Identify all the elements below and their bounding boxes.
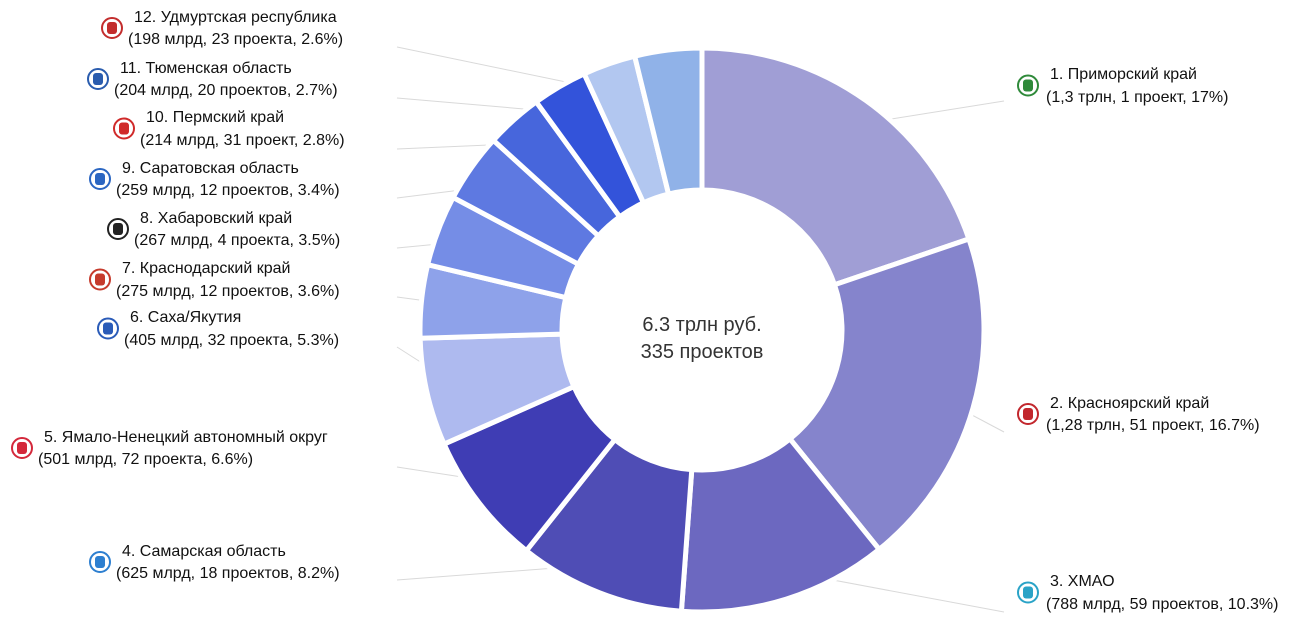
donut-slice-other bbox=[631, 45, 705, 198]
slice-label-name-5: 5. Ямало-Ненецкий автономный округ bbox=[44, 429, 328, 446]
slice-label-detail-9: (259 млрд, 12 проектов, 3.4%) bbox=[116, 182, 340, 199]
donut-slices bbox=[417, 45, 987, 615]
slice-label-detail-12: (198 млрд, 23 проекта, 2.6%) bbox=[128, 31, 343, 48]
slice-label-detail-7: (275 млрд, 12 проектов, 3.6%) bbox=[116, 283, 340, 300]
region-emblem-shield-11 bbox=[93, 73, 103, 85]
donut-slice-1 bbox=[699, 45, 973, 288]
slice-label-detail-5: (501 млрд, 72 проекта, 6.6%) bbox=[38, 451, 253, 468]
center-project-count: 335 проектов bbox=[641, 341, 764, 363]
slice-label-detail-3: (788 млрд, 59 проектов, 10.3%) bbox=[1046, 596, 1278, 613]
region-emblem-shield-6 bbox=[103, 322, 113, 335]
region-emblem-shield-12 bbox=[107, 22, 117, 34]
region-emblem-shield-9 bbox=[95, 173, 105, 185]
region-emblem-shield-4 bbox=[95, 556, 105, 568]
slice-label-detail-6: (405 млрд, 32 проекта, 5.3%) bbox=[124, 332, 339, 349]
region-emblem-shield-5 bbox=[17, 442, 27, 454]
slice-label-name-4: 4. Самарская область bbox=[122, 543, 286, 560]
slice-label-detail-1: (1,3 трлн, 1 проект, 17%) bbox=[1046, 89, 1228, 106]
slice-labels: 1. Приморский край (1,3 трлн, 1 проект, 1… bbox=[11, 9, 1278, 613]
region-emblem-shield-10 bbox=[119, 122, 129, 135]
slice-label-detail-4: (625 млрд, 18 проектов, 8.2%) bbox=[116, 565, 340, 582]
slice-label-name-6: 6. Саха/Якутия bbox=[130, 309, 241, 326]
donut-slice-3 bbox=[678, 435, 883, 615]
center-total-value: 6.3 трлн руб. bbox=[642, 314, 761, 336]
slice-label-name-10: 10. Пермский край bbox=[146, 109, 284, 126]
slice-label-name-11: 11. Тюменская область bbox=[120, 60, 292, 77]
region-emblem-shield-3 bbox=[1023, 586, 1033, 599]
region-emblem-shield-8 bbox=[113, 223, 123, 235]
slice-label-detail-10: (214 млрд, 31 проект, 2.8%) bbox=[140, 132, 345, 149]
slice-label-name-3: 3. ХМАО bbox=[1050, 573, 1115, 590]
slice-label-name-1: 1. Приморский край bbox=[1050, 66, 1197, 83]
slice-label-detail-11: (204 млрд, 20 проектов, 2.7%) bbox=[114, 82, 338, 99]
region-emblem-shield-1 bbox=[1023, 79, 1033, 92]
slice-label-detail-8: (267 млрд, 4 проекта, 3.5%) bbox=[134, 232, 340, 249]
donut-slice-2 bbox=[786, 235, 987, 553]
slice-label-name-8: 8. Хабаровский край bbox=[140, 210, 292, 227]
slice-label-name-9: 9. Саратовская область bbox=[122, 160, 299, 177]
slice-label-name-7: 7. Краснодарский край bbox=[122, 260, 290, 277]
slice-label-name-2: 2. Красноярский край bbox=[1050, 395, 1209, 412]
region-emblem-shield-7 bbox=[95, 273, 105, 286]
slice-label-detail-2: (1,28 трлн, 51 проект, 16.7%) bbox=[1046, 417, 1260, 434]
region-emblem-shield-2 bbox=[1023, 408, 1033, 420]
slice-label-name-12: 12. Удмуртская республика bbox=[134, 9, 337, 26]
